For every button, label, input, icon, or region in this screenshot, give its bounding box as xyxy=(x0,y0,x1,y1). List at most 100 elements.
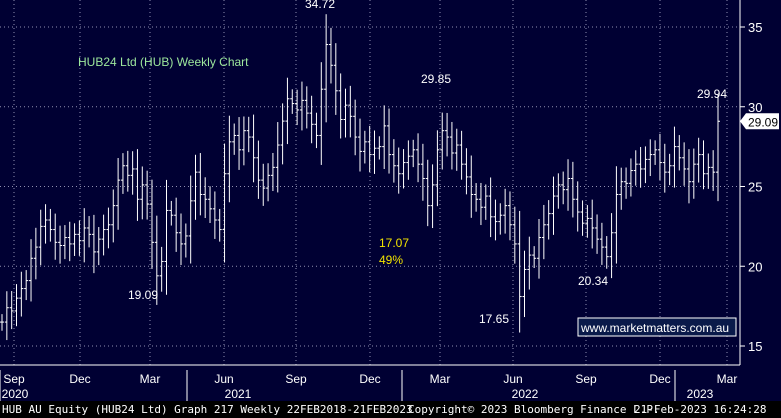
ohlc-bar xyxy=(512,206,517,264)
chart-title: HUB24 Ltd (HUB) Weekly Chart xyxy=(78,55,249,69)
ohlc-bar xyxy=(701,140,706,190)
ohlc-bar xyxy=(614,166,619,264)
ohlc-bar xyxy=(406,140,411,180)
ohlc-bar xyxy=(159,246,164,292)
ohlc-bar xyxy=(624,167,629,199)
ohlc-bar xyxy=(154,215,159,305)
ohlc-bar xyxy=(29,239,34,302)
ohlc-bar xyxy=(174,197,179,252)
price-annotation: 17.65 xyxy=(479,312,509,326)
ohlc-bar xyxy=(517,210,522,333)
ohlc-bar xyxy=(309,95,314,144)
ohlc-bar xyxy=(672,126,677,188)
ohlc-bar xyxy=(91,214,96,274)
ohlc-bar xyxy=(4,291,9,341)
ohlc-bar xyxy=(319,62,324,165)
ohlc-bar xyxy=(682,142,687,186)
ohlc-bar xyxy=(72,223,77,256)
ohlc-bar xyxy=(566,159,571,211)
ohlc-bar xyxy=(266,163,271,202)
ohlc-bar xyxy=(449,121,454,170)
ohlc-bar xyxy=(377,136,382,160)
ohlc-bar xyxy=(111,189,116,243)
x-month-label: Mar xyxy=(717,372,738,386)
ohlc-bar xyxy=(130,151,135,195)
ohlc-bar xyxy=(551,176,556,235)
x-month-label: Mar xyxy=(430,372,451,386)
ohlc-bar xyxy=(435,130,440,207)
ohlc-bar xyxy=(14,284,19,327)
ohlc-bar xyxy=(48,208,53,242)
ohlc-bar xyxy=(590,199,595,249)
ohlc-bar xyxy=(507,191,512,241)
ohlc-bar xyxy=(67,221,72,262)
ohlc-bar xyxy=(43,204,48,244)
x-month-label: Jun xyxy=(214,372,233,386)
x-year-label: 2020 xyxy=(2,387,29,401)
ohlc-bar xyxy=(251,114,256,183)
ohlc-bar xyxy=(241,116,246,166)
ohlc-bar xyxy=(33,227,38,280)
ohlc-bar xyxy=(212,191,217,239)
ohlc-bar xyxy=(527,236,532,290)
ohlc-bar xyxy=(488,177,493,238)
ohlc-bar xyxy=(396,147,401,194)
ohlc-bar xyxy=(633,150,638,186)
ohlc-bar xyxy=(116,158,121,230)
ohlc-bar xyxy=(382,105,387,170)
price-annotation: 17.07 xyxy=(379,236,409,250)
price-annotation: 29.94 xyxy=(697,87,727,101)
ohlc-bar xyxy=(604,236,609,269)
ohlc-bar xyxy=(570,161,575,218)
ohlc-bar xyxy=(667,153,672,186)
ohlc-bar xyxy=(595,214,600,254)
ohlc-bar xyxy=(609,213,614,279)
ohlc-bar xyxy=(237,117,242,170)
ohlc-bar xyxy=(285,77,290,145)
ohlc-bar xyxy=(430,164,435,229)
ohlc-bar xyxy=(411,139,416,168)
ohlc-bar xyxy=(575,181,580,232)
ohlc-bar xyxy=(62,225,67,260)
ohlc-bar xyxy=(459,130,464,180)
ohlc-bar xyxy=(164,179,169,295)
ohlc-bar xyxy=(643,146,648,184)
ohlc-bar xyxy=(324,14,329,123)
ohlc-bar xyxy=(628,158,633,197)
ohlc-bar xyxy=(469,155,474,218)
ohlc-bar xyxy=(653,140,658,165)
ohlc-bar xyxy=(503,188,508,234)
ohlc-bar xyxy=(362,130,367,164)
y-tick-label: 20 xyxy=(748,259,762,274)
ohlc-bar xyxy=(208,186,213,223)
x-month-label: Sep xyxy=(285,372,307,386)
ohlc-bar xyxy=(619,167,624,210)
ohlc-bar xyxy=(179,213,183,265)
ohlc-bar xyxy=(198,153,203,216)
ohlc-bar xyxy=(546,200,551,240)
ohlc-bar xyxy=(304,86,309,129)
ohlc-bar xyxy=(169,200,174,226)
ohlc-bar xyxy=(38,209,43,266)
ohlc-bar xyxy=(9,291,14,330)
x-year-label: 2022 xyxy=(512,387,539,401)
ohlc-bar xyxy=(493,199,498,241)
ohlc-bar xyxy=(328,27,333,84)
ohlc-bar xyxy=(580,200,585,236)
ohlc-bar xyxy=(125,150,130,192)
ohlc-bar xyxy=(58,225,63,264)
ohlc-bar xyxy=(711,150,716,191)
footer-copyright: Copyright© 2023 Bloomberg Finance L.P. xyxy=(408,403,660,416)
ohlc-bar xyxy=(24,270,29,301)
ohlc-bar xyxy=(425,159,430,227)
ohlc-bar xyxy=(541,204,546,260)
ohlc-bar xyxy=(270,152,275,192)
x-month-label: Dec xyxy=(69,372,90,386)
ohlc-bar xyxy=(599,222,604,265)
ohlc-bar xyxy=(188,175,193,264)
ohlc-bar xyxy=(401,149,406,189)
ohlc-bar xyxy=(522,250,527,318)
footer-bar: HUB AU Equity (HUB24 Ltd) Graph 217 Week… xyxy=(0,401,781,418)
ohlc-bar xyxy=(256,140,261,199)
ohlc-bar xyxy=(585,205,590,238)
